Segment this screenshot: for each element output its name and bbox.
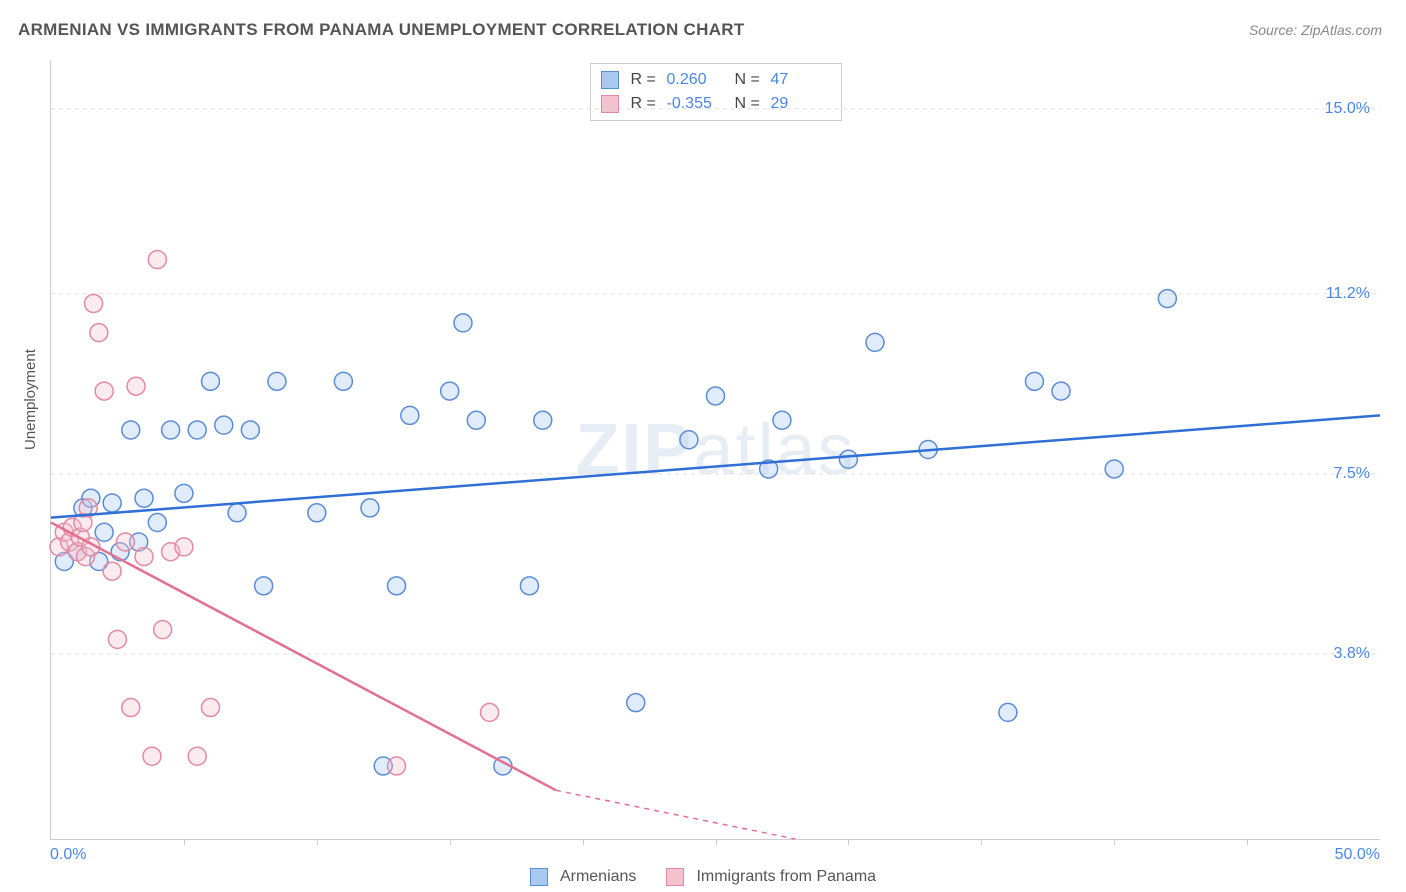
ytick-label: 15.0% — [1325, 100, 1370, 118]
data-point — [103, 494, 121, 512]
data-point — [127, 377, 145, 395]
data-point — [441, 382, 459, 400]
xtick — [583, 839, 584, 845]
data-point — [241, 421, 259, 439]
data-point — [627, 694, 645, 712]
data-point — [255, 577, 273, 595]
data-point — [481, 703, 499, 721]
legend-label-panama: Immigrants from Panama — [696, 868, 876, 886]
data-point — [268, 372, 286, 390]
data-point — [866, 333, 884, 351]
data-point — [1052, 382, 1070, 400]
data-point — [175, 538, 193, 556]
data-point — [108, 630, 126, 648]
data-point — [90, 324, 108, 342]
data-point — [201, 699, 219, 717]
data-point — [839, 450, 857, 468]
data-point — [201, 372, 219, 390]
data-point — [388, 577, 406, 595]
plot-area: ZIPatlas R = 0.260 N = 47 R = -0.355 N =… — [50, 60, 1380, 840]
chart-title: ARMENIAN VS IMMIGRANTS FROM PANAMA UNEMP… — [18, 20, 745, 40]
ytick-label: 3.8% — [1334, 645, 1370, 663]
data-point — [135, 548, 153, 566]
data-point — [188, 421, 206, 439]
data-point — [334, 372, 352, 390]
xtick — [981, 839, 982, 845]
data-point — [116, 533, 134, 551]
data-point — [773, 411, 791, 429]
data-point — [95, 382, 113, 400]
xtick — [450, 839, 451, 845]
data-point — [95, 523, 113, 541]
ytick-label: 7.5% — [1334, 465, 1370, 483]
xtick — [716, 839, 717, 845]
xtick — [848, 839, 849, 845]
data-point — [308, 504, 326, 522]
data-point — [103, 562, 121, 580]
data-point — [454, 314, 472, 332]
legend-label-armenians: Armenians — [560, 868, 636, 886]
data-point — [680, 431, 698, 449]
y-axis-title: Unemployment — [22, 349, 39, 450]
data-point — [143, 747, 161, 765]
data-point — [135, 489, 153, 507]
data-point — [85, 294, 103, 312]
ytick-label: 11.2% — [1326, 285, 1370, 303]
data-point — [215, 416, 233, 434]
data-point — [122, 699, 140, 717]
trend-line — [51, 523, 556, 791]
trend-line-extended — [556, 790, 795, 839]
xtick — [184, 839, 185, 845]
data-point — [520, 577, 538, 595]
data-point — [534, 411, 552, 429]
data-point — [999, 703, 1017, 721]
data-point — [401, 406, 419, 424]
data-point — [148, 251, 166, 269]
data-point — [122, 421, 140, 439]
x-min-label: 0.0% — [50, 846, 86, 864]
data-point — [388, 757, 406, 775]
legend-item-armenians: Armenians — [530, 868, 636, 886]
data-point — [175, 484, 193, 502]
data-point — [361, 499, 379, 517]
swatch-blue-icon — [530, 868, 548, 886]
swatch-pink-icon — [666, 868, 684, 886]
data-point — [1025, 372, 1043, 390]
bottom-legend: Armenians Immigrants from Panama — [530, 868, 876, 886]
source-label: Source: ZipAtlas.com — [1249, 22, 1382, 38]
data-point — [162, 421, 180, 439]
chart-svg — [51, 60, 1380, 839]
data-point — [228, 504, 246, 522]
page: ARMENIAN VS IMMIGRANTS FROM PANAMA UNEMP… — [0, 0, 1406, 892]
data-point — [1105, 460, 1123, 478]
data-point — [707, 387, 725, 405]
data-point — [467, 411, 485, 429]
data-point — [1158, 290, 1176, 308]
x-max-label: 50.0% — [1335, 846, 1380, 864]
xtick — [1247, 839, 1248, 845]
data-point — [188, 747, 206, 765]
xtick — [317, 839, 318, 845]
data-point — [148, 514, 166, 532]
legend-item-panama: Immigrants from Panama — [666, 868, 876, 886]
data-point — [154, 621, 172, 639]
xtick — [1114, 839, 1115, 845]
